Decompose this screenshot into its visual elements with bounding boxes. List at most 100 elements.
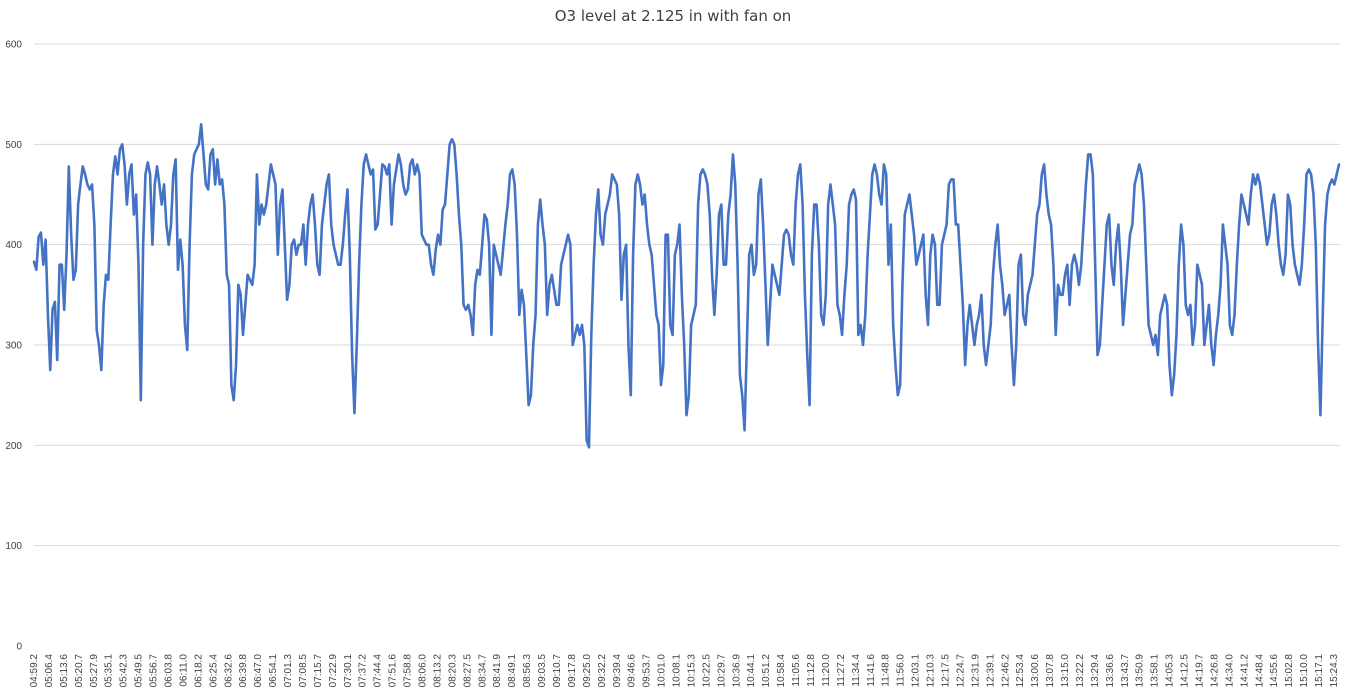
x-tick-label: 08:27.5	[462, 654, 473, 688]
x-tick-label: 10:29.7	[716, 654, 727, 688]
x-tick-label: 05:35.1	[104, 654, 115, 688]
x-tick-label: 05:27.9	[89, 654, 100, 688]
gridlines	[34, 43, 1340, 547]
x-tick-label: 06:32.6	[223, 654, 234, 688]
x-tick-label: 09:03.5	[537, 654, 548, 688]
x-tick-label: 13:07.8	[1045, 654, 1056, 688]
x-tick-label: 13:15.0	[1060, 654, 1071, 688]
x-tick-label: 07:15.7	[313, 654, 324, 688]
x-tick-label: 05:56.7	[149, 654, 160, 688]
x-tick-label: 11:56.0	[896, 654, 907, 687]
x-tick-label: 15:24.3	[1329, 654, 1340, 688]
x-tick-label: 08:34.7	[477, 654, 488, 688]
x-tick-label: 14:55.6	[1269, 654, 1280, 688]
x-tick-label: 05:42.3	[119, 654, 130, 688]
x-tick-label: 12:17.5	[940, 654, 951, 688]
y-tick-label: 300	[5, 341, 22, 352]
x-tick-label: 09:17.8	[567, 654, 578, 688]
x-tick-label: 07:51.6	[388, 654, 399, 688]
x-tick-label: 12:10.3	[926, 654, 937, 688]
x-axis-ticks: 04:59.2 05:06.4 05:13.6 05:20.7 05:27.9 05:35…	[29, 654, 1340, 688]
x-tick-label: 15:02.8	[1284, 654, 1295, 688]
x-tick-label: 05:06.4	[44, 654, 55, 688]
x-tick-label: 14:41.2	[1239, 654, 1250, 688]
x-tick-label: 07:44.4	[373, 654, 384, 688]
x-tick-label: 07:30.1	[343, 654, 354, 688]
x-tick-label: 06:25.4	[208, 654, 219, 688]
x-tick-label: 10:01.0	[657, 654, 668, 688]
x-tick-label: 09:32.2	[597, 654, 608, 688]
x-tick-label: 11:48.8	[881, 654, 892, 687]
x-tick-label: 08:20.3	[447, 654, 458, 688]
x-tick-label: 06:39.8	[238, 654, 249, 688]
x-tick-label: 08:56.3	[522, 654, 533, 688]
series-line	[32, 122, 1341, 449]
x-tick-label: 14:48.4	[1254, 654, 1265, 688]
x-tick-label: 07:58.8	[403, 654, 414, 688]
x-tick-label: 11:20.0	[821, 654, 832, 687]
x-tick-label: 08:49.1	[507, 654, 518, 688]
x-tick-label: 10:51.2	[761, 654, 772, 688]
x-tick-label: 14:05.3	[1165, 654, 1176, 688]
x-tick-label: 15:10.0	[1299, 654, 1310, 688]
x-tick-label: 12:31.9	[970, 654, 981, 688]
x-tick-label: 10:22.5	[701, 654, 712, 688]
y-tick-label: 0	[16, 642, 22, 653]
x-tick-label: 08:06.0	[418, 654, 429, 688]
x-tick-label: 07:08.5	[298, 654, 309, 688]
x-tick-label: 06:18.2	[193, 654, 204, 688]
x-tick-label: 14:19.7	[1195, 654, 1206, 688]
x-tick-label: 13:00.6	[1030, 654, 1041, 688]
x-tick-label: 11:34.4	[851, 654, 862, 687]
x-tick-label: 13:22.2	[1075, 654, 1086, 688]
x-tick-label: 14:26.8	[1209, 654, 1220, 688]
x-tick-label: 04:59.2	[29, 654, 40, 688]
x-tick-label: 10:58.4	[776, 654, 787, 688]
x-tick-label: 13:58.1	[1150, 654, 1161, 688]
x-tick-label: 06:47.0	[253, 654, 264, 688]
y-axis-ticks: 0 100 200 300 400 500 600	[5, 40, 22, 653]
chart-title: O3 level at 2.125 in with fan on	[555, 7, 792, 25]
x-tick-label: 12:24.7	[955, 654, 966, 688]
y-tick-label: 500	[5, 140, 22, 151]
y-tick-label: 200	[5, 441, 22, 452]
x-tick-label: 07:01.3	[283, 654, 294, 688]
x-tick-label: 05:20.7	[74, 654, 85, 688]
x-tick-label: 10:44.1	[746, 654, 757, 688]
x-tick-label: 12:46.2	[1000, 654, 1011, 688]
x-tick-label: 09:53.7	[642, 654, 653, 688]
y-tick-label: 600	[5, 40, 22, 51]
x-tick-label: 12:39.1	[985, 654, 996, 688]
x-tick-label: 13:50.9	[1135, 654, 1146, 688]
x-tick-label: 08:41.9	[492, 654, 503, 688]
x-tick-label: 09:46.6	[627, 654, 638, 688]
y-tick-label: 400	[5, 240, 22, 251]
x-tick-label: 08:13.2	[432, 654, 443, 688]
x-tick-label: 06:11.0	[178, 654, 189, 687]
x-tick-label: 09:10.7	[552, 654, 563, 688]
x-tick-label: 10:08.1	[672, 654, 683, 688]
x-tick-label: 09:25.0	[582, 654, 593, 688]
x-tick-label: 13:43.7	[1120, 654, 1131, 688]
x-tick-label: 05:13.6	[59, 654, 70, 688]
x-tick-label: 15:17.1	[1314, 654, 1325, 688]
x-tick-label: 06:03.8	[163, 654, 174, 688]
x-tick-label: 13:29.4	[1090, 654, 1101, 688]
x-tick-label: 10:15.3	[686, 654, 697, 688]
x-tick-label: 12:03.1	[911, 654, 922, 688]
x-tick-label: 07:37.2	[358, 654, 369, 688]
x-tick-label: 05:49.5	[134, 654, 145, 688]
x-tick-label: 14:34.0	[1224, 654, 1235, 688]
x-tick-label: 06:54.1	[268, 654, 279, 688]
x-tick-label: 14:12.5	[1180, 654, 1191, 688]
x-tick-label: 07:22.9	[328, 654, 339, 688]
y-tick-label: 100	[5, 541, 22, 552]
x-tick-label: 09:39.4	[612, 654, 623, 688]
x-tick-label: 11:12.8	[806, 654, 817, 687]
x-tick-label: 11:05.6	[791, 654, 802, 687]
x-tick-label: 11:41.6	[866, 654, 877, 687]
x-tick-label: 11:27.2	[836, 654, 847, 687]
x-tick-label: 12:53.4	[1015, 654, 1026, 688]
x-tick-label: 13:36.6	[1105, 654, 1116, 688]
